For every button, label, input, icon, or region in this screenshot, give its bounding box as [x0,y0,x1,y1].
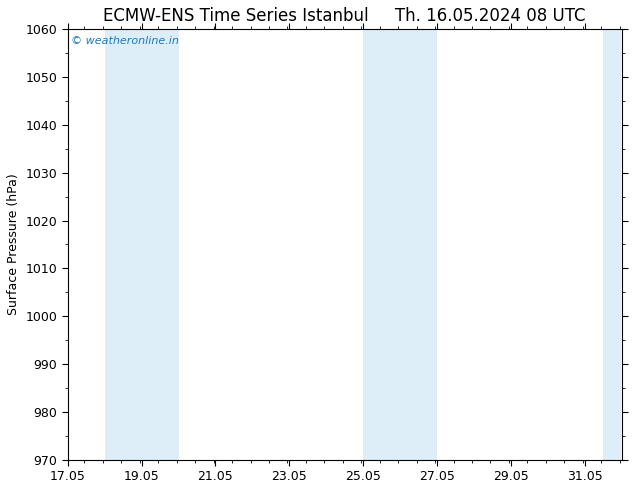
Y-axis label: Surface Pressure (hPa): Surface Pressure (hPa) [7,173,20,316]
Bar [363,29,400,460]
Title: ECMW-ENS Time Series Istanbul     Th. 16.05.2024 08 UTC: ECMW-ENS Time Series Istanbul Th. 16.05.… [103,7,586,25]
Bar [141,29,179,460]
Text: © weatheronline.in: © weatheronline.in [70,36,178,46]
Bar [105,29,141,460]
Bar [400,29,437,460]
Bar [603,29,621,460]
